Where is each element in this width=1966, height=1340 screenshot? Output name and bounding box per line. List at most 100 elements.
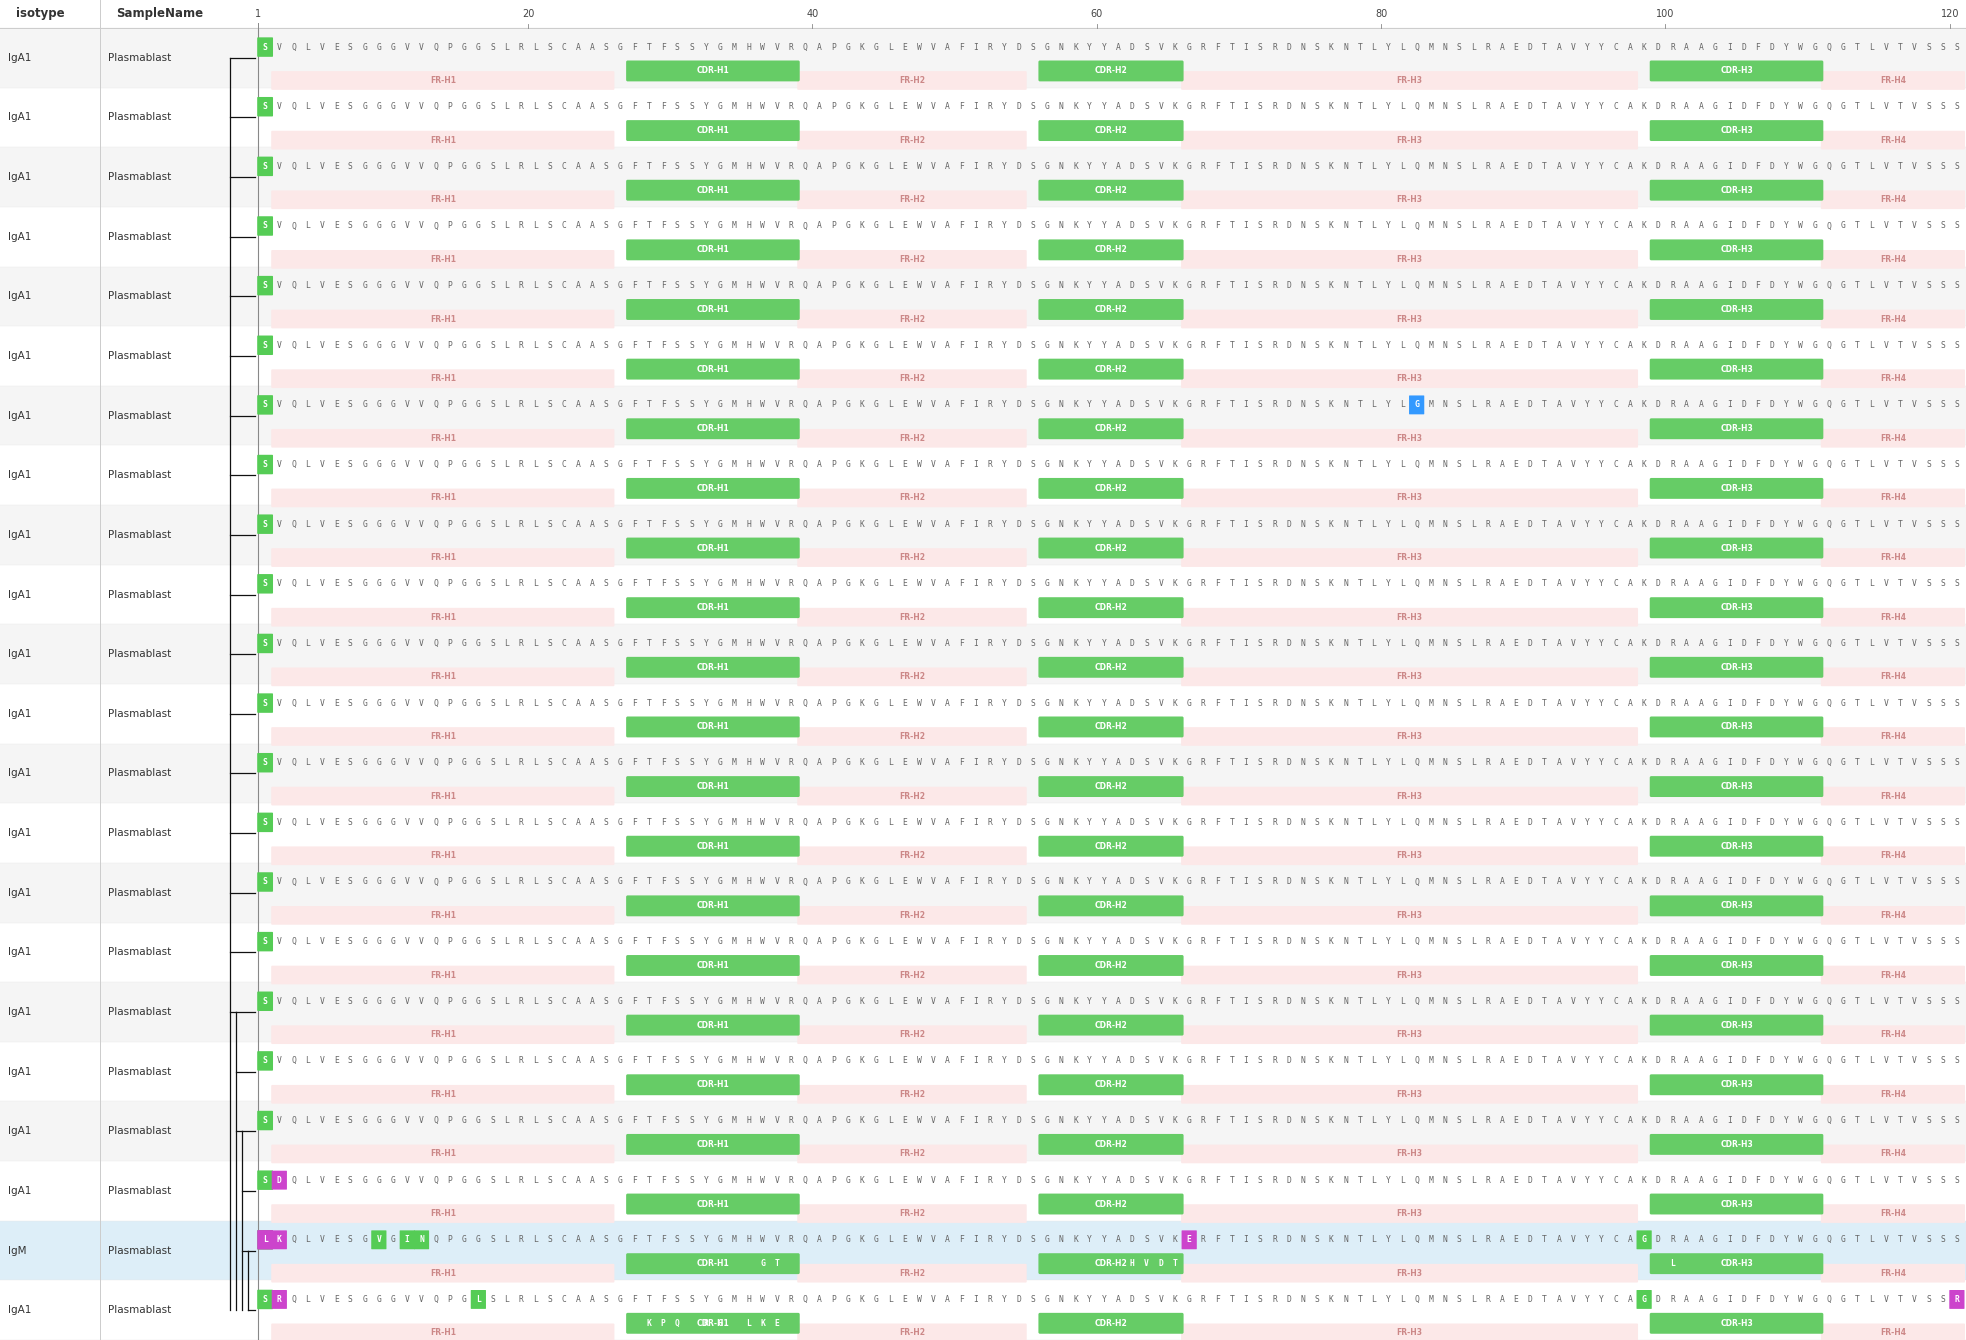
- Text: Y: Y: [1386, 340, 1390, 350]
- Text: A: A: [1115, 698, 1121, 708]
- Text: F: F: [661, 639, 666, 649]
- Text: K: K: [1172, 1294, 1178, 1304]
- Text: L: L: [1870, 401, 1874, 410]
- Text: G: G: [376, 878, 381, 887]
- FancyBboxPatch shape: [1821, 1205, 1964, 1223]
- Text: D: D: [1742, 460, 1746, 469]
- Text: Y: Y: [1783, 1294, 1789, 1304]
- Text: V: V: [1571, 758, 1575, 768]
- Text: C: C: [560, 639, 566, 649]
- Text: L: L: [1372, 340, 1376, 350]
- Text: S: S: [1457, 698, 1463, 708]
- Text: H: H: [745, 639, 751, 649]
- Text: L: L: [1471, 281, 1476, 291]
- Text: A: A: [818, 1175, 822, 1185]
- Text: E: E: [902, 43, 906, 51]
- Text: S: S: [1144, 460, 1148, 469]
- Text: T: T: [1229, 937, 1235, 946]
- Bar: [0, 922, 1966, 982]
- Text: E: E: [334, 1175, 338, 1185]
- FancyBboxPatch shape: [625, 1134, 800, 1155]
- Text: L: L: [1471, 460, 1476, 469]
- Text: Y: Y: [1585, 43, 1590, 51]
- Text: Y: Y: [1087, 878, 1091, 887]
- Text: S: S: [674, 817, 680, 827]
- FancyBboxPatch shape: [798, 1264, 1026, 1282]
- Text: M: M: [731, 878, 737, 887]
- Text: H: H: [745, 1294, 751, 1304]
- Text: T: T: [1897, 43, 1903, 51]
- Text: R: R: [987, 698, 993, 708]
- Text: D: D: [1130, 340, 1134, 350]
- Text: Q: Q: [802, 401, 808, 410]
- FancyBboxPatch shape: [1821, 190, 1964, 209]
- Text: FR-H3: FR-H3: [1396, 612, 1423, 622]
- Text: S: S: [1954, 1056, 1960, 1065]
- Text: G: G: [845, 579, 851, 588]
- Text: CDR-H2: CDR-H2: [1095, 722, 1127, 732]
- Text: R: R: [788, 1235, 794, 1245]
- FancyBboxPatch shape: [1038, 657, 1184, 678]
- Text: Q: Q: [1414, 579, 1419, 588]
- Text: S: S: [547, 520, 552, 529]
- Text: Y: Y: [1783, 997, 1789, 1006]
- Text: D: D: [1286, 401, 1292, 410]
- Text: V: V: [1911, 1294, 1917, 1304]
- Text: F: F: [633, 639, 637, 649]
- Text: G: G: [875, 401, 879, 410]
- Text: S: S: [547, 817, 552, 827]
- Text: N: N: [1300, 997, 1305, 1006]
- Text: Y: Y: [1101, 817, 1107, 827]
- Text: S: S: [1457, 1235, 1463, 1245]
- Text: V: V: [419, 1116, 425, 1126]
- Text: G: G: [617, 1235, 623, 1245]
- FancyBboxPatch shape: [1649, 1134, 1822, 1155]
- Text: K: K: [1073, 281, 1077, 291]
- Text: G: G: [1813, 43, 1817, 51]
- Text: A: A: [1557, 281, 1561, 291]
- Text: S: S: [690, 1235, 694, 1245]
- Text: L: L: [305, 1235, 311, 1245]
- Text: S: S: [1457, 1056, 1463, 1065]
- Text: I: I: [973, 281, 979, 291]
- Text: IgA1: IgA1: [8, 947, 31, 957]
- Text: V: V: [320, 520, 324, 529]
- Text: T: T: [1897, 1116, 1903, 1126]
- FancyBboxPatch shape: [1182, 1205, 1638, 1223]
- Text: N: N: [1060, 878, 1064, 887]
- Text: Q: Q: [433, 162, 438, 172]
- Text: T: T: [1229, 579, 1235, 588]
- Text: G: G: [476, 817, 482, 827]
- Text: FR-H2: FR-H2: [898, 315, 924, 323]
- FancyBboxPatch shape: [798, 787, 1026, 805]
- Text: T: T: [1897, 997, 1903, 1006]
- Text: L: L: [889, 997, 893, 1006]
- Text: A: A: [1557, 1294, 1561, 1304]
- Text: L: L: [1471, 221, 1476, 230]
- Text: F: F: [959, 460, 963, 469]
- Text: S: S: [1927, 43, 1931, 51]
- Text: A: A: [1557, 340, 1561, 350]
- Text: N: N: [1343, 937, 1349, 946]
- Text: R: R: [788, 817, 794, 827]
- Text: S: S: [348, 520, 352, 529]
- Text: S: S: [1315, 340, 1319, 350]
- Text: G: G: [617, 520, 623, 529]
- FancyBboxPatch shape: [625, 717, 800, 737]
- Text: F: F: [661, 1116, 666, 1126]
- Text: S: S: [263, 520, 267, 529]
- FancyBboxPatch shape: [1038, 1075, 1184, 1095]
- Text: V: V: [277, 520, 281, 529]
- Text: Y: Y: [704, 1235, 708, 1245]
- Text: L: L: [889, 281, 893, 291]
- Text: W: W: [1799, 1235, 1803, 1245]
- Text: M: M: [731, 281, 737, 291]
- Text: G: G: [1840, 1294, 1846, 1304]
- Text: G: G: [1187, 878, 1191, 887]
- Text: D: D: [1130, 1175, 1134, 1185]
- Text: I: I: [973, 997, 979, 1006]
- Text: G: G: [617, 579, 623, 588]
- Text: A: A: [1115, 1056, 1121, 1065]
- Text: L: L: [533, 281, 537, 291]
- Text: T: T: [1541, 997, 1547, 1006]
